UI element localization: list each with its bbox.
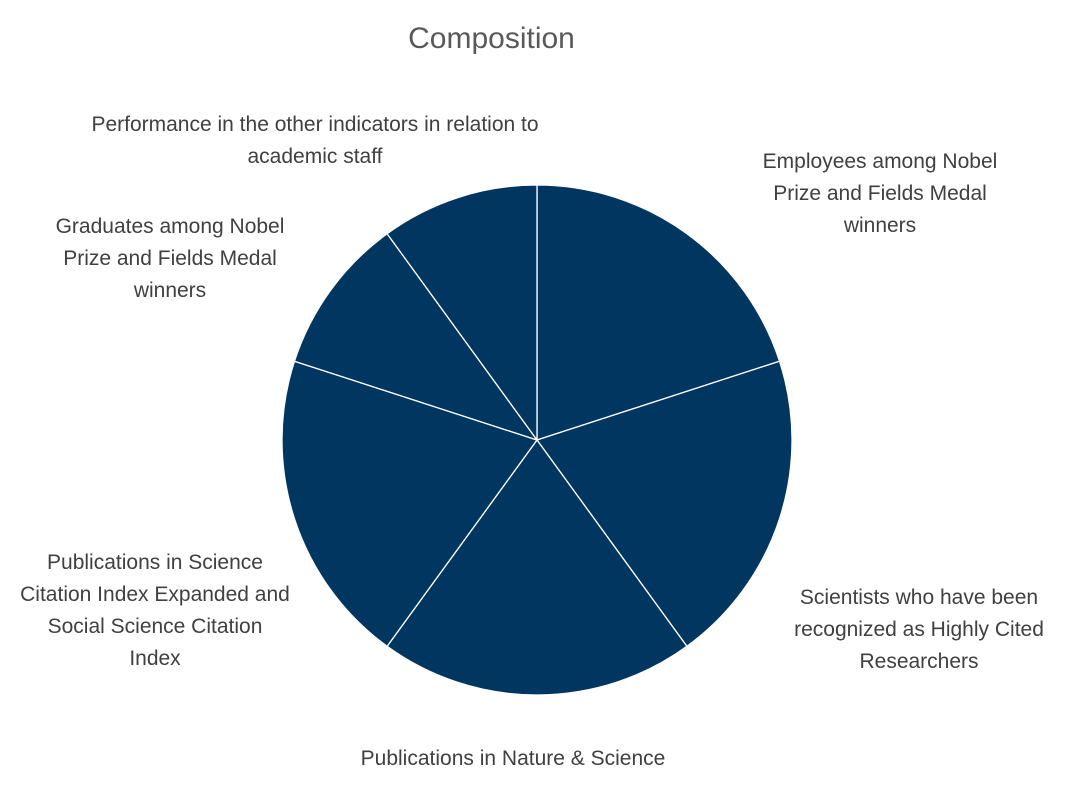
slice-label-highly-cited: Scientists who have been recognized as H… [794, 586, 1044, 673]
pie-slice-performance-in-the-other-indicators-in-r [386, 184, 538, 441]
slice-label-nature-science: Publications in Nature & Science [360, 747, 666, 770]
chart-title: Composition [408, 22, 575, 55]
pie-slice-scientists-who-have-been-recognized-as-h [536, 360, 793, 647]
pie-slice-publications-in-nature-science [386, 439, 688, 696]
slice-label-employees-nobel: Employees among Nobel Prize and Fields M… [762, 150, 998, 237]
pie-slice-employees-among-nobel-prize-and-fields-m [536, 184, 781, 441]
slice-label-sci-ssci: Publications in Science Citation Index E… [20, 551, 290, 670]
pie-slice-publications-in-science-citation-index-e [281, 360, 538, 647]
slice-label-graduates-nobel: Graduates among Nobel Prize and Fields M… [55, 215, 285, 302]
pie-slices [281, 184, 793, 696]
pie-slice-graduates-among-nobel-prize-and-fields-m [293, 233, 538, 441]
slice-label-other-indicators: Performance in the other indicators in r… [91, 113, 539, 168]
